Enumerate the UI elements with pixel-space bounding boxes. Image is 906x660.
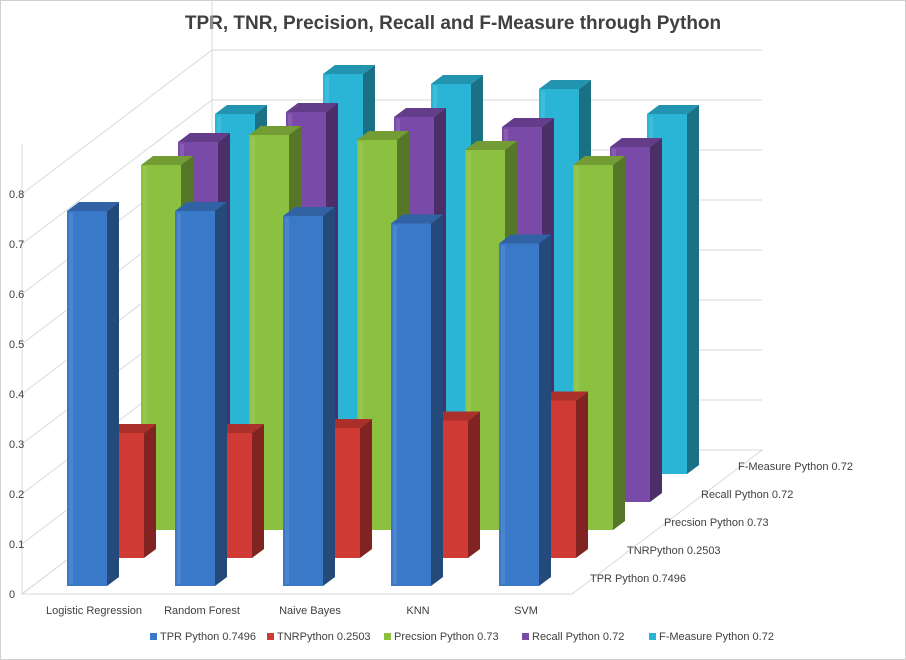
depth-tick-label: Precsion Python 0.73	[664, 517, 769, 529]
legend-label: TPR Python 0.7496	[160, 631, 256, 643]
bar-front	[499, 243, 539, 586]
depth-tick-label: F-Measure Python 0.72	[738, 461, 853, 473]
legend: TPR Python 0.7496 TNRPython 0.2503 Precsio…	[150, 631, 774, 643]
bar-top	[283, 207, 335, 216]
bar-side	[431, 214, 443, 586]
bar-top	[647, 105, 699, 114]
bar-top	[141, 156, 193, 165]
bar	[67, 202, 119, 586]
bar-top	[357, 131, 409, 140]
legend-swatch	[522, 633, 529, 640]
bar-side	[252, 424, 264, 558]
bar-side	[468, 411, 480, 558]
bar-top	[573, 156, 625, 165]
bar	[175, 202, 227, 586]
bar-top	[215, 105, 267, 114]
bar-top	[323, 65, 375, 74]
bar-highlight	[393, 225, 397, 584]
y-tick-label: 0.4	[9, 389, 24, 401]
bar-top	[178, 133, 230, 142]
depth-tick-label: TNRPython 0.2503	[627, 545, 721, 557]
bar-highlight	[501, 245, 505, 584]
bar-side	[215, 202, 227, 586]
y-tick-label: 0.3	[9, 439, 24, 451]
legend-label: TNRPython 0.2503	[277, 631, 371, 643]
bar-top	[249, 126, 301, 135]
bar-side	[650, 138, 662, 502]
chart-title: TPR, TNR, Precision, Recall and F-Measur…	[185, 13, 721, 34]
legend-label: Precsion Python 0.73	[394, 631, 499, 643]
y-axis-ticks: 0 0.1 0.2 0.3 0.4 0.5 0.6 0.7 0.8	[9, 189, 24, 601]
bar-front	[391, 223, 431, 586]
legend-swatch	[384, 633, 391, 640]
x-tick-label: Naive Bayes	[279, 605, 341, 617]
bar-top	[610, 138, 662, 147]
y-tick-label: 0	[9, 589, 15, 601]
y-tick-label: 0.7	[9, 239, 24, 251]
bar-highlight	[251, 137, 255, 528]
bar-side	[144, 424, 156, 558]
bar-highlight	[143, 167, 147, 528]
bar-top	[502, 118, 554, 127]
bar	[499, 234, 551, 586]
depth-tick-label: TPR Python 0.7496	[590, 573, 686, 585]
bar-top	[539, 80, 591, 89]
legend-label: F-Measure Python 0.72	[659, 631, 774, 643]
bar-side	[360, 419, 372, 558]
bar-front	[175, 211, 215, 586]
bar-front	[283, 216, 323, 586]
y-tick-label: 0.5	[9, 339, 24, 351]
y-tick-label: 0.1	[9, 539, 24, 551]
y-tick-label: 0.8	[9, 189, 24, 201]
bar-highlight	[69, 213, 73, 584]
bar-top	[465, 141, 517, 150]
legend-swatch	[267, 633, 274, 640]
x-axis-ticks: Logistic Regression Random Forest Naive Ba…	[46, 605, 538, 617]
bar-top	[431, 75, 483, 84]
bar-top	[175, 202, 227, 211]
x-tick-label: SVM	[514, 605, 538, 617]
y-tick-label: 0.6	[9, 289, 24, 301]
bar-side	[323, 207, 335, 586]
x-tick-label: Random Forest	[164, 605, 240, 617]
bar-top	[499, 234, 551, 244]
bar-top	[394, 108, 446, 117]
bar-side	[687, 105, 699, 474]
bar-side	[539, 234, 551, 586]
bar-highlight	[177, 213, 181, 584]
bar-side	[613, 156, 625, 530]
bar-side	[576, 391, 588, 558]
bar-top	[391, 214, 443, 224]
bar	[283, 207, 335, 586]
bar-top	[286, 103, 338, 112]
depth-tick-label: Recall Python 0.72	[701, 489, 793, 501]
legend-swatch	[649, 633, 656, 640]
bar-side	[107, 202, 119, 586]
bar-highlight	[575, 167, 579, 528]
chart-bars	[67, 65, 699, 586]
legend-swatch	[150, 633, 157, 640]
depth-axis-ticks: TPR Python 0.7496 TNRPython 0.2503 Precsio…	[590, 461, 853, 585]
bar-highlight	[359, 142, 363, 528]
bar-front	[67, 211, 107, 586]
bar-highlight	[467, 152, 471, 528]
y-tick-label: 0.2	[9, 489, 24, 501]
bar-highlight	[285, 218, 289, 584]
bar-top	[67, 202, 119, 211]
x-tick-label: KNN	[406, 605, 429, 617]
legend-label: Recall Python 0.72	[532, 631, 624, 643]
bar	[391, 214, 443, 586]
x-tick-label: Logistic Regression	[46, 605, 142, 617]
